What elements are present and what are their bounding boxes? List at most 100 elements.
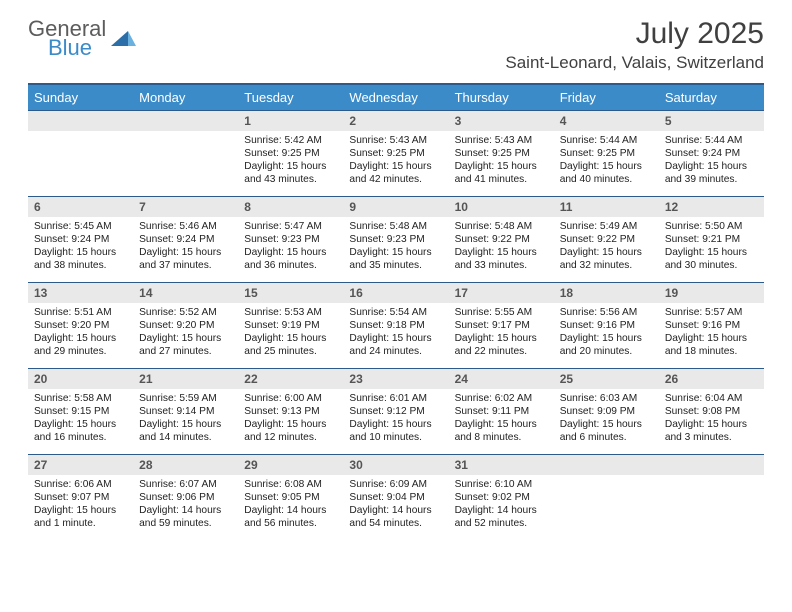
day-number: 18 bbox=[554, 282, 659, 303]
day-cell: 14Sunrise: 5:52 AMSunset: 9:20 PMDayligh… bbox=[133, 282, 238, 368]
day-details: Sunrise: 6:10 AMSunset: 9:02 PMDaylight:… bbox=[449, 475, 554, 532]
day-cell: 4Sunrise: 5:44 AMSunset: 9:25 PMDaylight… bbox=[554, 110, 659, 196]
day-number: 31 bbox=[449, 454, 554, 475]
logo: General Blue bbox=[28, 18, 137, 59]
day-header-thursday: Thursday bbox=[449, 84, 554, 110]
logo-text: General Blue bbox=[28, 18, 106, 59]
day-cell: 19Sunrise: 5:57 AMSunset: 9:16 PMDayligh… bbox=[659, 282, 764, 368]
day-number: 10 bbox=[449, 196, 554, 217]
day-number: 21 bbox=[133, 368, 238, 389]
day-details: Sunrise: 5:50 AMSunset: 9:21 PMDaylight:… bbox=[659, 217, 764, 274]
day-cell: 21Sunrise: 5:59 AMSunset: 9:14 PMDayligh… bbox=[133, 368, 238, 454]
day-details: Sunrise: 5:44 AMSunset: 9:25 PMDaylight:… bbox=[554, 131, 659, 188]
day-cell: 30Sunrise: 6:09 AMSunset: 9:04 PMDayligh… bbox=[343, 454, 448, 540]
day-details: Sunrise: 5:48 AMSunset: 9:23 PMDaylight:… bbox=[343, 217, 448, 274]
day-cell bbox=[554, 454, 659, 540]
day-header-monday: Monday bbox=[133, 84, 238, 110]
day-details: Sunrise: 5:49 AMSunset: 9:22 PMDaylight:… bbox=[554, 217, 659, 274]
day-number bbox=[28, 110, 133, 131]
day-details: Sunrise: 5:46 AMSunset: 9:24 PMDaylight:… bbox=[133, 217, 238, 274]
day-details: Sunrise: 5:42 AMSunset: 9:25 PMDaylight:… bbox=[238, 131, 343, 188]
day-details: Sunrise: 5:58 AMSunset: 9:15 PMDaylight:… bbox=[28, 389, 133, 446]
day-cell: 15Sunrise: 5:53 AMSunset: 9:19 PMDayligh… bbox=[238, 282, 343, 368]
day-number: 14 bbox=[133, 282, 238, 303]
day-number: 5 bbox=[659, 110, 764, 131]
location-text: Saint-Leonard, Valais, Switzerland bbox=[505, 53, 764, 73]
day-number: 17 bbox=[449, 282, 554, 303]
day-number: 23 bbox=[343, 368, 448, 389]
day-cell: 6Sunrise: 5:45 AMSunset: 9:24 PMDaylight… bbox=[28, 196, 133, 282]
day-cell: 26Sunrise: 6:04 AMSunset: 9:08 PMDayligh… bbox=[659, 368, 764, 454]
day-number: 19 bbox=[659, 282, 764, 303]
week-row: 6Sunrise: 5:45 AMSunset: 9:24 PMDaylight… bbox=[28, 196, 764, 282]
day-details: Sunrise: 5:53 AMSunset: 9:19 PMDaylight:… bbox=[238, 303, 343, 360]
day-details: Sunrise: 6:04 AMSunset: 9:08 PMDaylight:… bbox=[659, 389, 764, 446]
day-cell: 18Sunrise: 5:56 AMSunset: 9:16 PMDayligh… bbox=[554, 282, 659, 368]
day-cell: 16Sunrise: 5:54 AMSunset: 9:18 PMDayligh… bbox=[343, 282, 448, 368]
day-number: 29 bbox=[238, 454, 343, 475]
day-cell: 7Sunrise: 5:46 AMSunset: 9:24 PMDaylight… bbox=[133, 196, 238, 282]
header: General Blue July 2025 Saint-Leonard, Va… bbox=[28, 18, 764, 73]
day-header-tuesday: Tuesday bbox=[238, 84, 343, 110]
day-header-sunday: Sunday bbox=[28, 84, 133, 110]
day-cell: 1Sunrise: 5:42 AMSunset: 9:25 PMDaylight… bbox=[238, 110, 343, 196]
day-details: Sunrise: 5:45 AMSunset: 9:24 PMDaylight:… bbox=[28, 217, 133, 274]
day-header-friday: Friday bbox=[554, 84, 659, 110]
day-number: 20 bbox=[28, 368, 133, 389]
title-block: July 2025 Saint-Leonard, Valais, Switzer… bbox=[505, 18, 764, 73]
day-cell bbox=[659, 454, 764, 540]
day-number: 7 bbox=[133, 196, 238, 217]
day-number: 1 bbox=[238, 110, 343, 131]
day-header-saturday: Saturday bbox=[659, 84, 764, 110]
day-cell: 29Sunrise: 6:08 AMSunset: 9:05 PMDayligh… bbox=[238, 454, 343, 540]
day-details: Sunrise: 5:43 AMSunset: 9:25 PMDaylight:… bbox=[449, 131, 554, 188]
week-row: 13Sunrise: 5:51 AMSunset: 9:20 PMDayligh… bbox=[28, 282, 764, 368]
day-number: 8 bbox=[238, 196, 343, 217]
day-number: 22 bbox=[238, 368, 343, 389]
day-number bbox=[554, 454, 659, 475]
day-cell: 25Sunrise: 6:03 AMSunset: 9:09 PMDayligh… bbox=[554, 368, 659, 454]
day-cell: 23Sunrise: 6:01 AMSunset: 9:12 PMDayligh… bbox=[343, 368, 448, 454]
day-details: Sunrise: 5:43 AMSunset: 9:25 PMDaylight:… bbox=[343, 131, 448, 188]
day-header-wednesday: Wednesday bbox=[343, 84, 448, 110]
day-number bbox=[659, 454, 764, 475]
calendar-table: SundayMondayTuesdayWednesdayThursdayFrid… bbox=[28, 83, 764, 540]
day-number: 25 bbox=[554, 368, 659, 389]
day-number: 30 bbox=[343, 454, 448, 475]
day-number: 15 bbox=[238, 282, 343, 303]
day-number: 16 bbox=[343, 282, 448, 303]
day-cell: 2Sunrise: 5:43 AMSunset: 9:25 PMDaylight… bbox=[343, 110, 448, 196]
day-number: 27 bbox=[28, 454, 133, 475]
calendar-header-row: SundayMondayTuesdayWednesdayThursdayFrid… bbox=[28, 84, 764, 110]
day-number: 3 bbox=[449, 110, 554, 131]
day-cell: 9Sunrise: 5:48 AMSunset: 9:23 PMDaylight… bbox=[343, 196, 448, 282]
month-title: July 2025 bbox=[505, 18, 764, 50]
day-number bbox=[133, 110, 238, 131]
day-cell: 5Sunrise: 5:44 AMSunset: 9:24 PMDaylight… bbox=[659, 110, 764, 196]
logo-triangle-icon bbox=[111, 28, 137, 53]
day-number: 2 bbox=[343, 110, 448, 131]
day-number: 6 bbox=[28, 196, 133, 217]
day-details: Sunrise: 6:02 AMSunset: 9:11 PMDaylight:… bbox=[449, 389, 554, 446]
day-details: Sunrise: 5:57 AMSunset: 9:16 PMDaylight:… bbox=[659, 303, 764, 360]
day-cell: 31Sunrise: 6:10 AMSunset: 9:02 PMDayligh… bbox=[449, 454, 554, 540]
day-number: 12 bbox=[659, 196, 764, 217]
day-cell: 24Sunrise: 6:02 AMSunset: 9:11 PMDayligh… bbox=[449, 368, 554, 454]
day-number: 4 bbox=[554, 110, 659, 131]
week-row: 27Sunrise: 6:06 AMSunset: 9:07 PMDayligh… bbox=[28, 454, 764, 540]
day-cell: 22Sunrise: 6:00 AMSunset: 9:13 PMDayligh… bbox=[238, 368, 343, 454]
day-number: 26 bbox=[659, 368, 764, 389]
day-cell: 17Sunrise: 5:55 AMSunset: 9:17 PMDayligh… bbox=[449, 282, 554, 368]
day-details: Sunrise: 6:08 AMSunset: 9:05 PMDaylight:… bbox=[238, 475, 343, 532]
day-details: Sunrise: 6:09 AMSunset: 9:04 PMDaylight:… bbox=[343, 475, 448, 532]
calendar-page: General Blue July 2025 Saint-Leonard, Va… bbox=[0, 0, 792, 558]
logo-blue-text: Blue bbox=[48, 37, 92, 59]
day-details: Sunrise: 5:51 AMSunset: 9:20 PMDaylight:… bbox=[28, 303, 133, 360]
day-number: 11 bbox=[554, 196, 659, 217]
day-details: Sunrise: 6:07 AMSunset: 9:06 PMDaylight:… bbox=[133, 475, 238, 532]
day-number: 24 bbox=[449, 368, 554, 389]
day-details: Sunrise: 5:52 AMSunset: 9:20 PMDaylight:… bbox=[133, 303, 238, 360]
day-details: Sunrise: 6:06 AMSunset: 9:07 PMDaylight:… bbox=[28, 475, 133, 532]
week-row: 20Sunrise: 5:58 AMSunset: 9:15 PMDayligh… bbox=[28, 368, 764, 454]
day-number: 13 bbox=[28, 282, 133, 303]
